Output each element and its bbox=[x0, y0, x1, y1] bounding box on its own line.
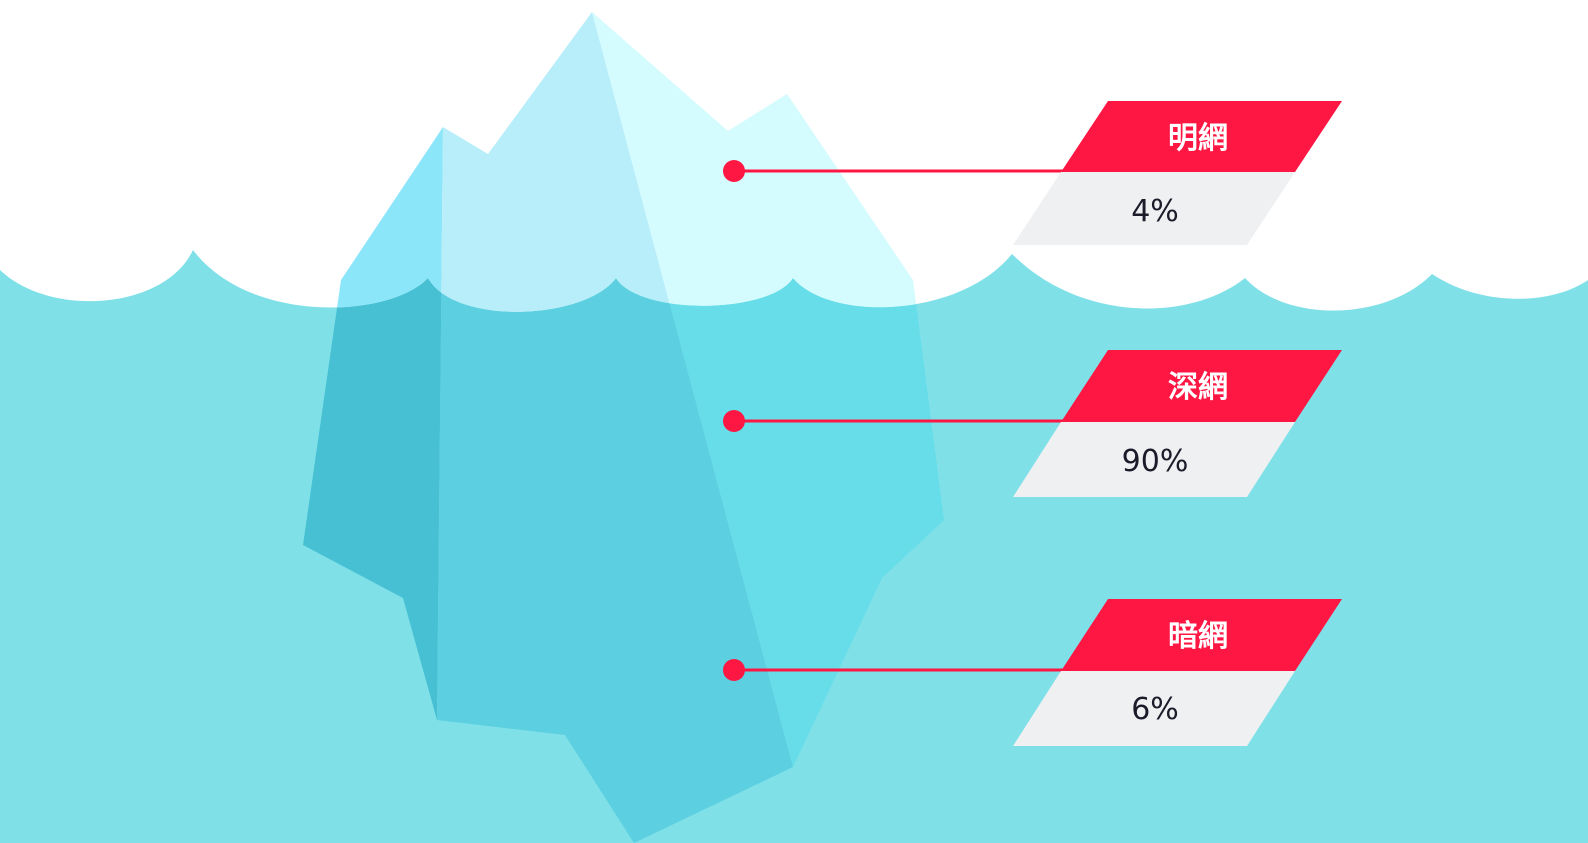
value-box bbox=[1013, 172, 1295, 245]
layer-value: 90% bbox=[1122, 444, 1189, 479]
value-box bbox=[1013, 671, 1295, 746]
layer-label: 深網 bbox=[1168, 370, 1228, 405]
callout-dot bbox=[723, 160, 745, 182]
callout-dot bbox=[723, 410, 745, 432]
callout-dot bbox=[723, 659, 745, 681]
callout-deep-web: 深網 90% bbox=[723, 350, 1342, 497]
iceberg-tip bbox=[303, 12, 944, 312]
layer-label: 明網 bbox=[1168, 121, 1228, 156]
label-banner bbox=[1061, 101, 1342, 172]
layer-value: 6% bbox=[1131, 692, 1179, 727]
callout-surface-web: 明網 4% bbox=[723, 101, 1342, 245]
iceberg-tip-center-face bbox=[437, 12, 793, 312]
label-banner bbox=[1061, 599, 1342, 671]
iceberg-tip-right-face bbox=[592, 12, 944, 312]
label-banner bbox=[1061, 350, 1342, 422]
callout-dark-web: 暗網 6% bbox=[723, 599, 1342, 746]
layer-value: 4% bbox=[1131, 194, 1179, 229]
value-box bbox=[1013, 422, 1295, 497]
layer-label: 暗網 bbox=[1168, 619, 1228, 654]
iceberg-tip-left-face bbox=[303, 127, 443, 312]
